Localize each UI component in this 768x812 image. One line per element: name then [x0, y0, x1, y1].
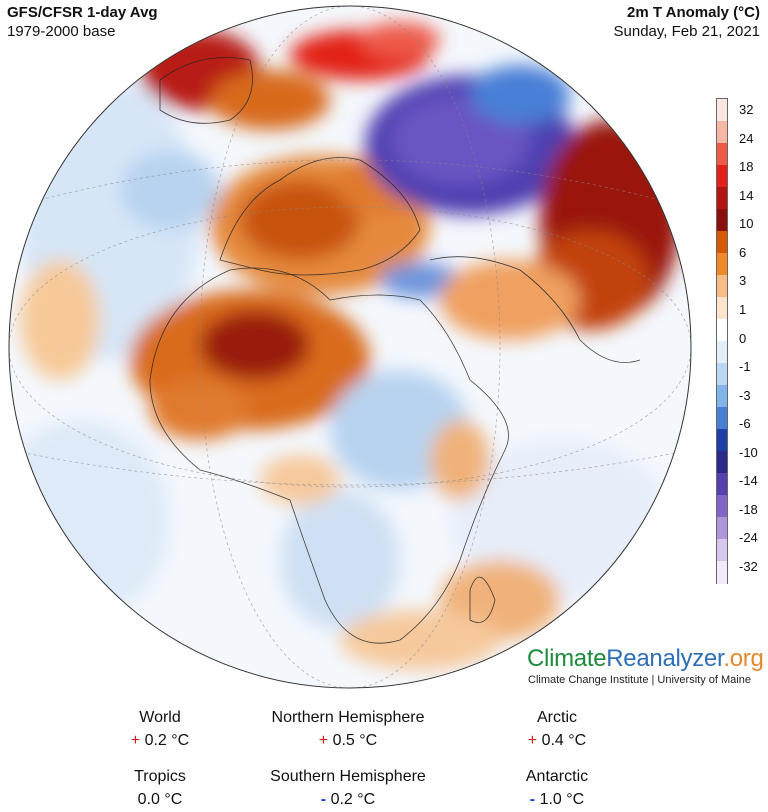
scale-label: 14 [739, 187, 754, 203]
stat-number: 0.5 °C [332, 732, 378, 749]
scale-segment [717, 253, 727, 276]
brand-part1: Climate [527, 645, 607, 672]
stat-name: Northern Hemisphere [271, 709, 425, 726]
stat-number: 0.2 °C [330, 791, 376, 808]
brand-part3: .org [723, 645, 764, 672]
brand-part2: Reanalyzer [606, 645, 724, 672]
scale-segment [717, 319, 727, 342]
scale-segment [717, 451, 727, 474]
scale-label: -18 [739, 501, 758, 517]
stat-sign: + [318, 732, 333, 749]
stat-sign: - [320, 791, 331, 808]
scale-segment [717, 517, 727, 540]
scale-segment [717, 473, 727, 496]
stat-number: 0.4 °C [541, 732, 587, 749]
scale-label: -10 [739, 444, 758, 460]
scale-label: -24 [739, 530, 758, 546]
scale-segment [717, 231, 727, 254]
stat-value: + 0.4 °C [447, 732, 667, 750]
scale-label: 24 [739, 130, 754, 146]
scale-segment [717, 407, 727, 430]
scale-label: 0 [739, 330, 747, 346]
scale-label: 3 [739, 273, 747, 289]
stat-sign: + [130, 732, 145, 749]
scale-segment [717, 143, 727, 166]
scale-label: 18 [739, 159, 754, 175]
scale-segment [717, 385, 727, 408]
scale-segment [717, 341, 727, 364]
map-title: GFS/CFSR 1-day Avg [7, 4, 158, 21]
stat-number: 0.0 °C [137, 791, 183, 808]
scale-segment [717, 363, 727, 386]
color-scale-bar [716, 98, 728, 584]
scale-segment [717, 187, 727, 210]
stat-name: Arctic [537, 709, 577, 726]
scale-segment [717, 539, 727, 562]
europe-coastline [219, 157, 421, 276]
variable-title: 2m T Anomaly (°C) [627, 4, 760, 21]
scale-segment [717, 165, 727, 188]
stat-value: 0.0 °C [50, 791, 270, 809]
map-subtitle: 1979-2000 base [7, 23, 116, 40]
scale-segment [717, 429, 727, 452]
brand-logo[interactable]: ClimateReanalyzer.org [527, 645, 764, 673]
stat-value: + 0.2 °C [50, 732, 270, 750]
stat-value: - 0.2 °C [238, 791, 458, 809]
map-date: Sunday, Feb 21, 2021 [613, 23, 761, 40]
stat-sign: + [527, 732, 542, 749]
scale-label: -1 [739, 359, 751, 375]
stat-sign: - [529, 791, 540, 808]
scale-label: -3 [739, 387, 751, 403]
stat-number: 0.2 °C [144, 732, 190, 749]
scale-segment [717, 561, 727, 584]
scale-segment [717, 209, 727, 232]
stat-name: Tropics [134, 768, 186, 785]
scale-label: -6 [739, 416, 751, 432]
stat-value: + 0.5 °C [238, 732, 458, 750]
stat-name: World [139, 709, 181, 726]
stat-name: Southern Hemisphere [270, 768, 426, 785]
scale-segment [717, 275, 727, 298]
scale-label: 1 [739, 301, 747, 317]
scale-label: 10 [739, 216, 754, 232]
scale-label: -32 [739, 559, 758, 574]
scale-label: -14 [739, 473, 758, 489]
scale-label: 32 [739, 102, 754, 117]
africa-coastline [149, 267, 509, 644]
scale-label: 6 [739, 244, 747, 260]
stat-value: - 1.0 °C [447, 791, 667, 809]
globe-map [8, 5, 692, 689]
scale-segment [717, 297, 727, 320]
scale-segment [717, 495, 727, 518]
stat-name: Antarctic [525, 768, 589, 785]
scale-segment [717, 99, 727, 122]
brand-subtitle: Climate Change Institute | University of… [528, 674, 751, 686]
scale-segment [717, 121, 727, 144]
stat-number: 1.0 °C [539, 791, 585, 808]
